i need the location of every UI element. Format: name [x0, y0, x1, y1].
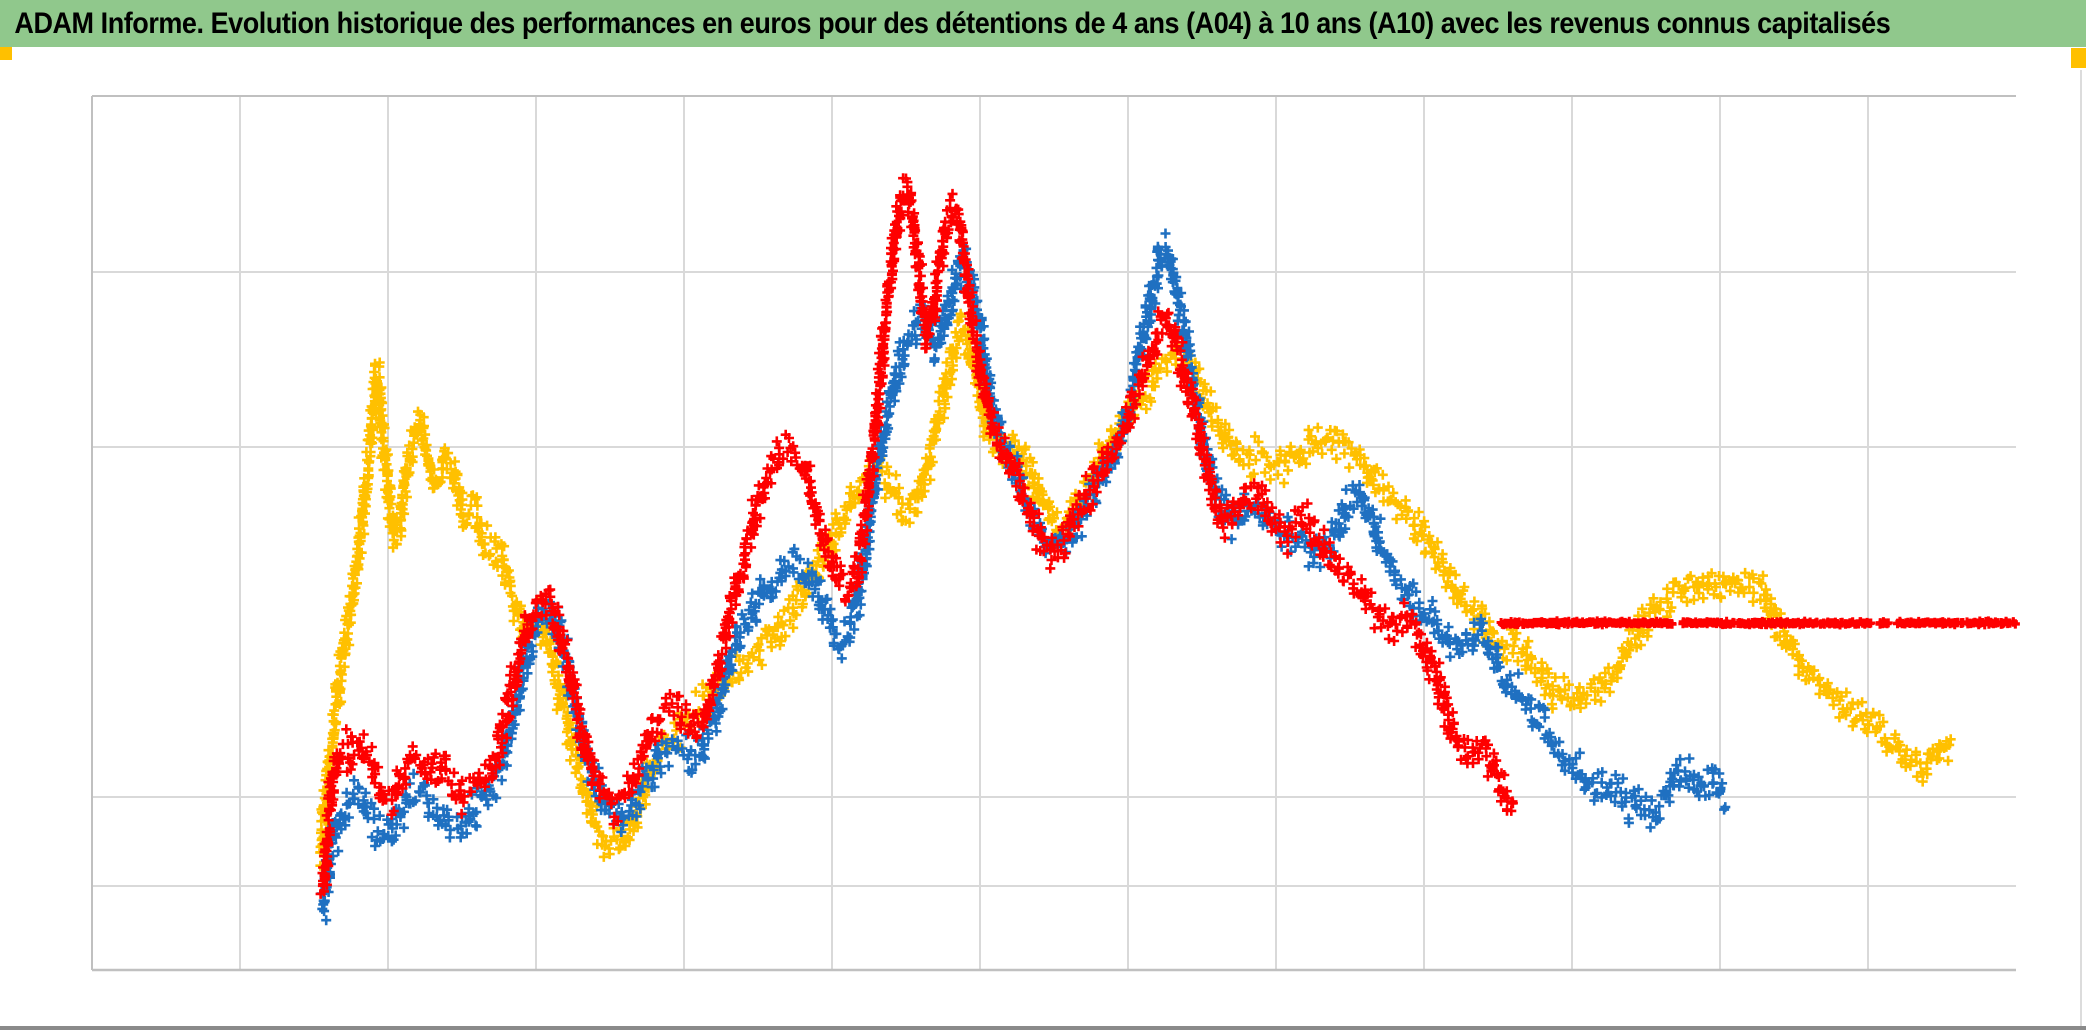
slide-edge-line	[2080, 70, 2082, 1026]
slide-bottom-rule	[0, 1026, 2086, 1030]
red-series	[315, 173, 1518, 899]
chart-title: ADAM Informe. Evolution historique des p…	[14, 6, 1891, 40]
title-banner: ADAM Informe. Evolution historique des p…	[0, 0, 2086, 47]
slide-corner-mark-right	[2071, 48, 2086, 68]
blue-series	[316, 228, 1731, 926]
red-flat-line	[1496, 616, 2020, 630]
slide-corner-mark-left	[0, 47, 12, 60]
